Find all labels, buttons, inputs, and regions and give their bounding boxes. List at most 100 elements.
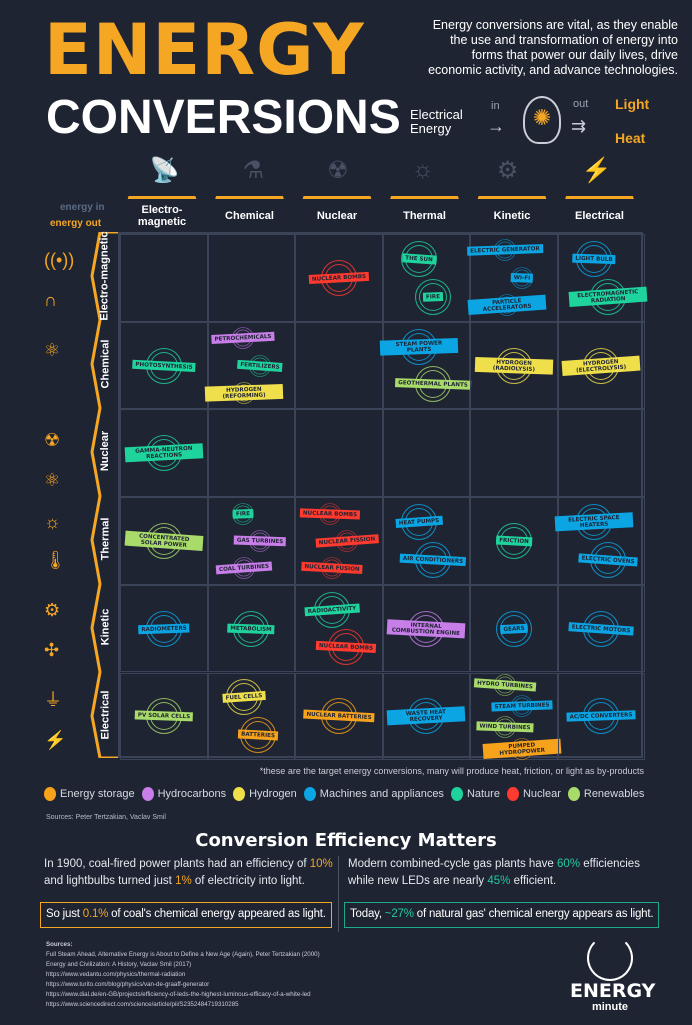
stamp-label: Photosynthesis [131, 359, 196, 372]
matrix-cell: Friction [470, 497, 558, 585]
flow-in-label: in [491, 100, 500, 112]
radiation-icon: ☢ [44, 430, 61, 450]
matrix-cell: Nuclear bombs [295, 234, 383, 322]
antenna-icon: ((•)) [44, 250, 75, 270]
matrix-cell: Nuclear batteries [295, 672, 383, 761]
column-header: Chemical [205, 196, 294, 232]
logo-text: ENERGY [570, 980, 656, 1002]
legend-item-hydrocarbons: Hydrocarbons [141, 787, 226, 801]
title-energy: ENERGY [44, 9, 365, 91]
row-header-label: Chemical [99, 339, 112, 389]
stamp-ring [495, 610, 532, 647]
stamp-label: Hydrogen (radiolysis) [474, 356, 553, 375]
fact-modern: Modern combined-cycle gas plants have 60… [348, 856, 652, 890]
radiation-icon: ☢ [327, 157, 349, 184]
matrix-cell: PV solar cells [120, 672, 208, 761]
matrix-cell: Hydrogen (radiolysis) [470, 321, 558, 410]
source-link[interactable]: https://www.sciencedirect.com/science/ar… [46, 1001, 239, 1008]
stamp-label: Hydrogen (reforming) [205, 383, 284, 402]
column-header-label: Electro-magnetic [137, 203, 187, 228]
stamp-label: Radiometers [137, 623, 190, 635]
stamp-label: Pumped hydropower [482, 738, 562, 760]
stamp-ring [415, 278, 452, 315]
column-header: Electro-magnetic [118, 196, 206, 232]
magnet-icon: ∩ [44, 290, 57, 310]
row-header-label: Thermal [99, 517, 112, 561]
row-header-label: Kinetic [99, 608, 111, 646]
matrix-cell: Petrochemicals Fertilizers Hydrogen (refor… [205, 321, 295, 410]
matrix-cell: Steam power plants Geothermal plants [380, 321, 472, 410]
matrix-cell: Metabolism [207, 584, 295, 673]
source-link[interactable]: https://www.dial.de/en-GB/projects/effic… [46, 991, 311, 998]
stamp-label: Fire [232, 508, 253, 519]
value-led-efficiency: 45% [487, 875, 511, 887]
legend-item-hydrogen: Hydrogen [233, 787, 297, 801]
flow-input: Electrical Energy [410, 107, 463, 136]
arrow-right-icon: → [487, 116, 505, 136]
value: 0.1% [82, 908, 109, 920]
stamp-label: Concentrated solar power [124, 530, 204, 552]
antenna-icon: 📡 [149, 157, 180, 184]
stamp-label: Nuclear bombs [299, 507, 361, 520]
clock-leaf-icon [587, 935, 633, 981]
stamp-label: Wi-Fi [510, 272, 534, 283]
stamp-label: Air conditioners [399, 553, 467, 567]
stamp-label: PV solar cells [134, 710, 194, 722]
stamp-label: Waste heat recovery [386, 706, 466, 727]
legend-label: Renewables [583, 788, 645, 800]
atom-icon: ⚛ [44, 470, 61, 490]
arrow-split-icon: ⇉ [571, 116, 587, 136]
column-header: Thermal [380, 196, 469, 232]
conversion-example: Electrical Energy in → ✺ out ⇉ Light Hea… [405, 96, 685, 152]
efficiency-title: Conversion Efficiency Matters [195, 830, 497, 851]
lightning-icon: ⚡ [44, 730, 67, 750]
matrix-cell [382, 409, 470, 498]
stamp-label: Fertilizers [236, 359, 283, 372]
stamp-label: Hydro turbines [473, 677, 537, 692]
stamp-label: Steam power plants [380, 337, 459, 356]
column-header: Kinetic [468, 196, 556, 232]
value-bulb-efficiency: 1% [175, 875, 192, 887]
result-box-1900: So just 0.1% of coal's chemical energy a… [40, 902, 332, 928]
text: In 1900, coal-fired power plants had an … [44, 858, 310, 870]
molecule-icon: ⚛ [44, 340, 61, 360]
flask-icon: ⚗ [242, 157, 265, 184]
stamp-label: Steam turbines [491, 700, 553, 712]
matrix-cell: Fuel cells Batteries [207, 672, 295, 761]
stamp-label: Gears [499, 623, 528, 634]
legend-label: Hydrogen [249, 788, 297, 800]
matrix-cell: Nuclear bombs Nuclear fission Nuclear fusi… [295, 497, 383, 585]
text: of natural gas' chemical energy appears … [413, 908, 654, 920]
energy-in-label: energy in [60, 202, 105, 213]
source-link[interactable]: https://www.vedantu.com/physics/thermal-… [46, 971, 186, 978]
stamp-label: Fire [422, 291, 444, 302]
logo-subtext: minute [591, 1001, 629, 1013]
wind-turbine-icon: ✣ [44, 640, 60, 660]
column-header: Nuclear [293, 196, 381, 232]
result-box-today: Today, ~27% of natural gas' chemical ene… [344, 902, 660, 928]
matrix-cell: Radioactivity Nuclear bombs [295, 584, 383, 673]
text: So just [46, 908, 83, 920]
stamp-label: Electric ovens [578, 553, 638, 567]
legend-dot-icon [450, 787, 463, 801]
stamp-label: Gas turbines [233, 535, 287, 547]
legend-dot-icon [567, 787, 580, 801]
sun-icon: ☼ [44, 512, 61, 532]
row-header-label: Electrical [99, 690, 112, 739]
legend-dot-icon [506, 787, 519, 801]
lightning-icon: ⚡ [581, 157, 612, 184]
value-coal-efficiency: 10% [309, 858, 333, 870]
legend-label: Nuclear [522, 788, 561, 800]
gear-icon: ⚙ [44, 600, 61, 620]
matrix-cell [557, 409, 645, 498]
matrix-cell: Electric motors [557, 584, 645, 673]
column-icons: 📡 ⚗ ☢ ☼ ⚙ ⚡ [118, 156, 643, 196]
source-link[interactable]: https://www.turito.com/blog/physics/van-… [46, 981, 210, 988]
matrix-cell: Hydrogen (electrolysis) [557, 321, 645, 410]
energy-out-label: energy out [50, 218, 102, 229]
row-header: Kinetic [92, 583, 118, 671]
stamp-ring [231, 502, 254, 525]
matrix-cell [207, 409, 295, 498]
intro-description: Energy conversions are vital, as they en… [428, 18, 678, 77]
flow-out-label: out [573, 98, 589, 110]
